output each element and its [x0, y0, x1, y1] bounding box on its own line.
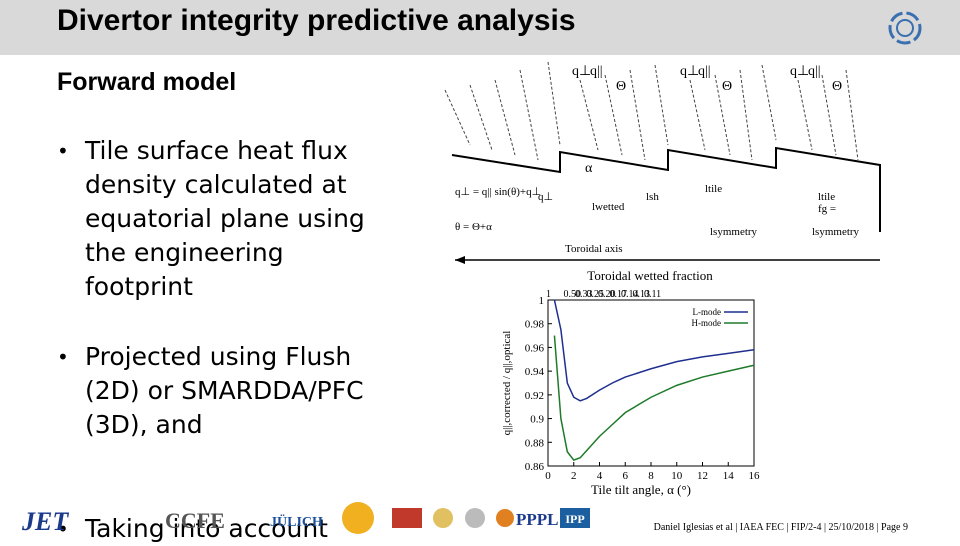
diagram-label: lsh [646, 191, 659, 203]
logo-text: CCFE [165, 508, 225, 533]
logo-shape [560, 508, 590, 528]
top-axis-label: 0.33 [575, 289, 593, 300]
diagram-label: lwetted [592, 201, 625, 213]
series-line [553, 299, 755, 402]
diagram-label: q⊥ [680, 64, 699, 79]
section-title: Forward model [57, 68, 237, 96]
x-tick-label: 10 [671, 470, 683, 482]
y-tick-label: 0.98 [525, 319, 545, 331]
flux-arrows [444, 61, 859, 161]
y-tick-label: 1 [539, 295, 545, 307]
tile-profile [451, 146, 881, 232]
bullet: Projected using Flush (2D) or SMARDDA/PF… [57, 340, 392, 442]
legend-label: H-mode [692, 318, 722, 328]
y-tick-label: 0.88 [525, 437, 545, 449]
x-tick-label: 8 [648, 470, 654, 482]
diagram-label: Toroidal axis [565, 243, 623, 255]
diagram-label: Θ [722, 79, 732, 94]
logo-text: JÜLICH [270, 513, 323, 530]
logo-shape [496, 509, 514, 527]
top-axis-label: 0.50 [564, 289, 582, 300]
x-tick-label: 12 [697, 470, 708, 482]
diagram-label: q|| [590, 64, 603, 79]
legend-label: L-mode [693, 307, 722, 317]
diagram-label: θ = Θ+α [455, 221, 492, 233]
diagram-label: Θ [832, 79, 842, 94]
bullet: Taking into account [57, 512, 392, 546]
logo-text: IPP [565, 512, 584, 526]
diagram-label: ltile [705, 183, 722, 195]
x-tick-label: 4 [597, 470, 603, 482]
top-axis-label: 1 [546, 289, 551, 300]
logo-shape [465, 508, 485, 528]
logo-shape [342, 502, 374, 534]
logo-ring [896, 19, 914, 37]
plot-frame [547, 299, 755, 467]
y-tick-label: 0.86 [525, 461, 545, 473]
y-tick-label: 0.9 [530, 414, 544, 426]
logo-ring [888, 11, 922, 45]
top-axis-label: 0.20 [598, 289, 616, 300]
top-axis-label: 0.14 [621, 289, 639, 300]
y-axis-label: q||,corrected / q||,optical [501, 331, 513, 436]
diagram-label: q⊥ [538, 191, 553, 203]
footer-citation: Daniel Iglesias et al | IAEA FEC | FIP/2… [654, 522, 908, 533]
slide-title: Divertor integrity predictive analysis [57, 4, 576, 37]
diagram-label: q⊥ [790, 64, 809, 79]
diagram-label: α [585, 161, 593, 176]
top-axis-label: 0.17 [610, 289, 628, 300]
diagram-label: ltile [818, 191, 835, 203]
logo-shape [433, 508, 453, 528]
diagram-label: Θ [616, 79, 626, 94]
y-tick-label: 0.94 [525, 366, 545, 378]
diagram-label: q|| [808, 64, 821, 79]
diagram-label: lsymmetry [710, 226, 758, 238]
top-axis-label: 0.11 [644, 289, 661, 300]
x-tick-label: 14 [723, 470, 735, 482]
diagram-label: lsymmetry [812, 226, 860, 238]
diagram-label: q|| [698, 64, 711, 79]
arrowhead [455, 256, 465, 264]
top-axis-label: 0.13 [633, 289, 651, 300]
top-axis-title: Toroidal wetted fraction [587, 268, 713, 283]
diagram-label: q⊥ [572, 64, 591, 79]
x-axis-label: Tile tilt angle, α (°) [591, 482, 691, 497]
series-line [553, 335, 755, 461]
diagram-label: fg = [818, 203, 836, 215]
x-tick-label: 6 [623, 470, 629, 482]
logo-shape [392, 508, 422, 528]
x-tick-label: 2 [571, 470, 577, 482]
logo-text: JET [21, 507, 69, 536]
logo-text: PPPL [516, 510, 559, 529]
y-tick-label: 0.96 [525, 342, 545, 354]
x-tick-label: 0 [545, 470, 551, 482]
y-tick-label: 0.92 [525, 390, 544, 402]
top-axis-label: 0.25 [587, 289, 605, 300]
diagram-label: q⊥ = q|| sin(θ)+q⊥ [455, 186, 541, 198]
bullet: Tile surface heat flux density calculate… [57, 134, 392, 304]
header-bar [0, 0, 960, 55]
x-tick-label: 16 [749, 470, 761, 482]
